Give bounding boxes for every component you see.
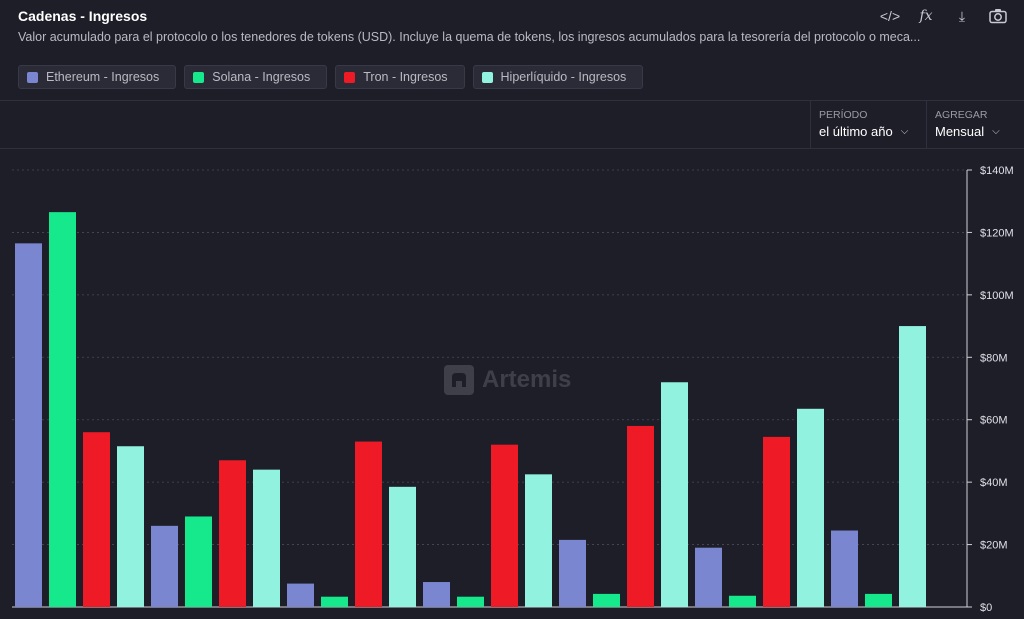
y-tick-label: $140M [980, 165, 1014, 177]
bar [151, 525, 178, 607]
watermark-text: Artemis [482, 366, 572, 393]
bar [185, 516, 212, 607]
bar [797, 408, 824, 607]
legend-swatch [27, 71, 38, 83]
y-tick-label: $20M [980, 540, 1008, 552]
y-tick-label: $0 [980, 602, 992, 614]
y-tick-label: $100M [980, 290, 1014, 302]
legend-swatch [481, 71, 493, 83]
bar [457, 596, 484, 607]
period-dropdown[interactable]: PERÍODO el último año ⌵ [810, 101, 927, 148]
y-tick-label: $80M [980, 352, 1008, 364]
legend-item[interactable]: Tron - Ingresos [335, 65, 465, 89]
aggregate-label: AGREGAR [935, 109, 988, 121]
bar [865, 593, 892, 607]
legend-item[interactable]: Solana - Ingresos [184, 65, 328, 89]
bar [729, 595, 756, 607]
chart-header: Cadenas - Ingresos Valor acumulado para … [18, 8, 1008, 44]
chevron-down-icon: ⌵ [900, 126, 909, 137]
bar [389, 486, 416, 607]
bar [661, 382, 688, 607]
bar [423, 582, 450, 607]
bar [695, 547, 722, 607]
legend-label: Solana - Ingresos [212, 70, 311, 84]
bar [117, 446, 144, 607]
bar [491, 444, 518, 607]
aggregate-value: Mensual [935, 124, 985, 139]
y-tick-label: $40M [980, 477, 1008, 489]
y-tick-label: $120M [980, 227, 1014, 239]
formula-icon[interactable]: fx [919, 8, 933, 24]
chevron-down-icon: ⌵ [992, 126, 1000, 137]
artemis-logo-icon [444, 365, 474, 395]
y-tick-label: $60M [980, 415, 1008, 427]
bar [321, 596, 348, 607]
bar-chart: $0 $20M $40M $60M $80M $100M $120M $140M [12, 165, 1014, 614]
embed-code-icon[interactable]: </> [879, 8, 901, 24]
bar [627, 425, 654, 607]
bar [525, 474, 552, 607]
bar [593, 593, 620, 607]
legend-label: Hiperlíquido - Ingresos [500, 70, 627, 84]
bar [355, 441, 382, 607]
bar [559, 539, 586, 607]
bar [831, 530, 858, 607]
legend-label: Tron - Ingresos [363, 70, 448, 84]
chart-toolbar: </> fx ⤓ [880, 6, 1008, 26]
bar [253, 469, 280, 607]
chart-subtitle: Valor acumulado para el protocolo o los … [18, 30, 921, 44]
bar [15, 243, 42, 607]
chart-legend: Ethereum - Ingresos Solana - Ingresos Tron… [18, 65, 644, 89]
legend-item[interactable]: Ethereum - Ingresos [18, 65, 177, 89]
aggregate-dropdown[interactable]: AGREGAR Mensual ⌵ [926, 101, 1024, 148]
legend-label: Ethereum - Ingresos [46, 70, 160, 84]
camera-icon[interactable] [988, 6, 1008, 26]
bar [83, 432, 110, 607]
chart-title: Cadenas - Ingresos [18, 8, 148, 24]
bar [287, 583, 314, 607]
divider [0, 100, 1024, 101]
legend-swatch [193, 71, 205, 83]
divider [0, 148, 1024, 149]
bar [219, 460, 246, 607]
period-value: el último año [819, 124, 893, 139]
period-label: PERÍODO [819, 109, 868, 121]
bar [49, 212, 76, 607]
legend-item[interactable]: Hiperlíquido - Ingresos [472, 65, 644, 89]
legend-swatch [344, 71, 356, 83]
artemis-watermark: Artemis [444, 365, 571, 395]
download-icon[interactable]: ⤓ [958, 7, 966, 24]
bar [899, 326, 926, 607]
bar [763, 436, 790, 607]
